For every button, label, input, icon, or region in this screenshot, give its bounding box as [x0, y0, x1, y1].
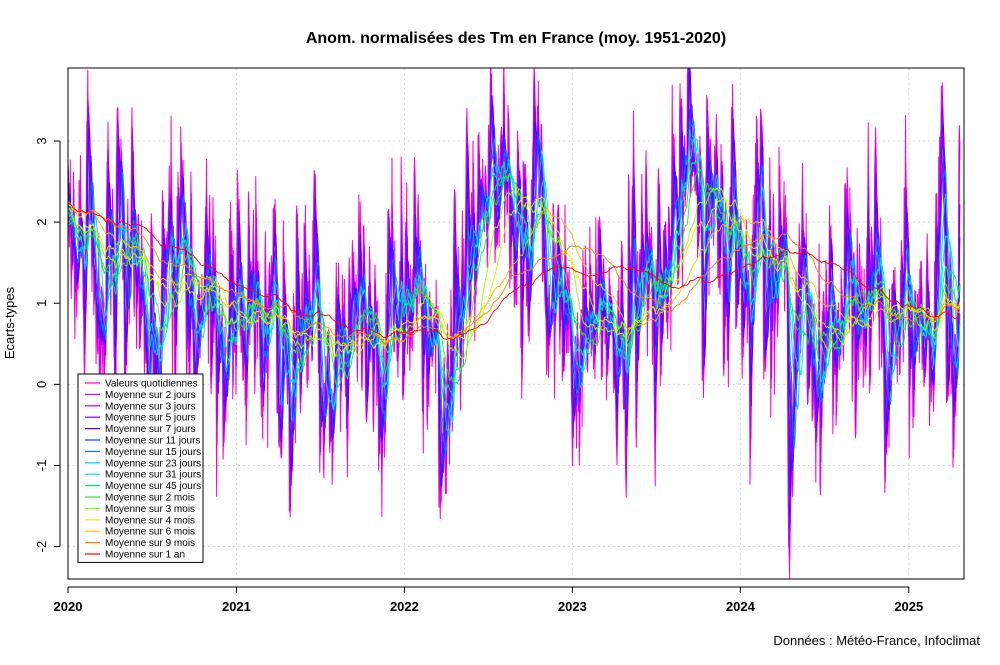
series-line-moyenne-sur-6-mois [67, 200, 961, 347]
legend-entry: Moyenne sur 6 mois [105, 527, 195, 538]
legend-entry: Moyenne sur 15 jours [105, 447, 201, 458]
y-tick-label: 1 [34, 300, 49, 307]
x-tick-label: 2024 [726, 599, 756, 614]
series-line-moyenne-sur-3-mois [67, 187, 961, 360]
x-tick-label: 2021 [222, 599, 251, 614]
legend-entry: Moyenne sur 4 mois [105, 515, 195, 526]
y-tick-label: 0 [34, 381, 49, 388]
series-line-moyenne-sur-4-mois [67, 196, 961, 358]
series-line-moyenne-sur-23-jours [67, 128, 961, 437]
legend-entry: Moyenne sur 3 mois [105, 504, 195, 515]
legend-entry: Moyenne sur 3 jours [105, 401, 196, 412]
legend-entry: Valeurs quotidiennes [105, 379, 198, 390]
legend-entry: Moyenne sur 45 jours [105, 481, 201, 492]
y-tick-label: 2 [34, 218, 49, 225]
legend-entry: Moyenne sur 11 jours [105, 436, 200, 447]
chart-title: Anom. normalisées des Tm en France (moy.… [306, 30, 726, 47]
x-tick-label: 2022 [390, 599, 419, 614]
plot-frame [67, 67, 965, 580]
x-tick-label: 2025 [894, 599, 923, 614]
legend-entry: Moyenne sur 23 jours [105, 458, 201, 469]
series-line-moyenne-sur-31-jours [67, 138, 961, 423]
data-source-note: Données : Météo-France, Infoclimat [773, 633, 980, 648]
y-tick-label: 3 [34, 137, 49, 144]
legend-entry: Moyenne sur 1 an [105, 550, 185, 561]
legend-entry: Moyenne sur 9 mois [105, 538, 195, 549]
legend-entry: Moyenne sur 2 mois [105, 493, 195, 504]
legend-entry: Moyenne sur 7 jours [105, 424, 196, 435]
y-tick-label: -2 [34, 541, 49, 553]
legend-entry: Moyenne sur 5 jours [105, 413, 196, 424]
series-line-moyenne-sur-1-an [67, 203, 961, 341]
y-axis: -2 -1 0 1 2 3 [34, 137, 61, 553]
x-tick-label: 2023 [558, 599, 587, 614]
x-axis: 2020 2021 2022 2023 2024 2025 [54, 586, 923, 614]
series-line-moyenne-sur-2-mois [67, 168, 961, 383]
y-axis-label: Ecarts-types [2, 286, 17, 359]
series-layer [67, 67, 961, 580]
legend-entry: Moyenne sur 2 jours [105, 390, 196, 401]
series-line-moyenne-sur-9-mois [67, 208, 961, 345]
x-tick-label: 2020 [54, 599, 83, 614]
y-tick-label: -1 [34, 460, 49, 472]
legend-entry: Moyenne sur 31 jours [105, 470, 201, 481]
